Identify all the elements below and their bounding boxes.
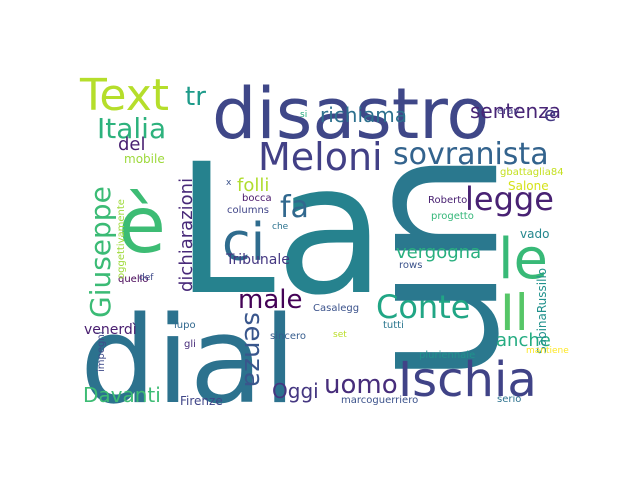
word-tribunale: Tribunale [225,252,290,268]
word-vado: vado [520,227,549,241]
word-salone: Salone [508,179,549,193]
word-mobile: mobile [124,152,165,166]
word-fa: fa [280,190,309,225]
word-richiama: richiama [320,103,407,127]
word-e-lower: e [544,102,556,126]
word-anche: anche [496,330,551,351]
word-sentenza: sentenza [470,99,561,123]
word-un: un [351,150,567,385]
word-erav: erav [497,106,519,117]
word-sovranista: sovranista [393,137,549,172]
word-gli: gli [184,339,196,350]
word-senza: senza [238,312,268,388]
word-dichiarazioni: dichiarazioni [176,178,197,292]
word-meloni: Meloni [258,135,383,179]
word-disastro: disastro [212,73,489,155]
word-gbattaglia84: gbattaglia84 [500,167,564,178]
word-del: del [118,134,146,155]
word-dial: dial [80,292,296,431]
word-male: male [238,285,302,315]
word-oggettivamente: oggettivamente [116,199,127,279]
word-uomo: uomo [324,370,398,400]
word-mantiene: mantiene [526,346,569,356]
word-lupo: lupo [174,320,196,331]
word-tutti: tutti [383,320,404,331]
word-italia: Italia [97,112,166,145]
word-ci: ci [222,213,265,273]
word-impegni: impegni [96,332,107,372]
word-sincero: sincero [270,331,306,342]
word-marcoguerriero: marcoguerriero [341,395,418,406]
word-folli: folli [237,175,269,196]
word-venerdi: venerdì [84,322,137,338]
word-giuseppe: Giuseppe [84,186,117,318]
word-davanti: Davanti [83,383,161,407]
word-tr: tr [185,82,206,112]
word-oggi: Oggi [272,379,319,403]
word-pluriennale: pluriennale [419,350,475,361]
word-firenze: Firenze [180,394,223,408]
word-che: che [272,222,289,232]
word-legge: legge [465,180,554,218]
word-sabinarussillo: SabinaRussillo [535,268,549,354]
word-le: le [498,227,548,292]
word-progetto: progetto [431,211,474,222]
word-ischia: Ischia [398,352,537,408]
word-serio: serio [497,394,521,405]
word-quello: quello [118,274,149,285]
word-rows: rows [399,260,422,271]
word-si: si [300,110,307,120]
word-text: Text [79,70,169,121]
word-il: Il [500,284,529,342]
word-conte: Conte [376,288,470,326]
word-vergogna: vergogna [396,242,481,263]
word-set: set [333,330,347,340]
word-la: La [175,126,386,335]
word-columns: columns [227,205,269,216]
word-bocca: bocca [242,193,272,204]
word-def: def [139,273,154,283]
word-casalegg: Casalegg [313,303,359,314]
word-x: x [226,178,232,188]
word-roberto: Roberto [428,195,467,206]
word-e-grave: è [118,181,166,271]
